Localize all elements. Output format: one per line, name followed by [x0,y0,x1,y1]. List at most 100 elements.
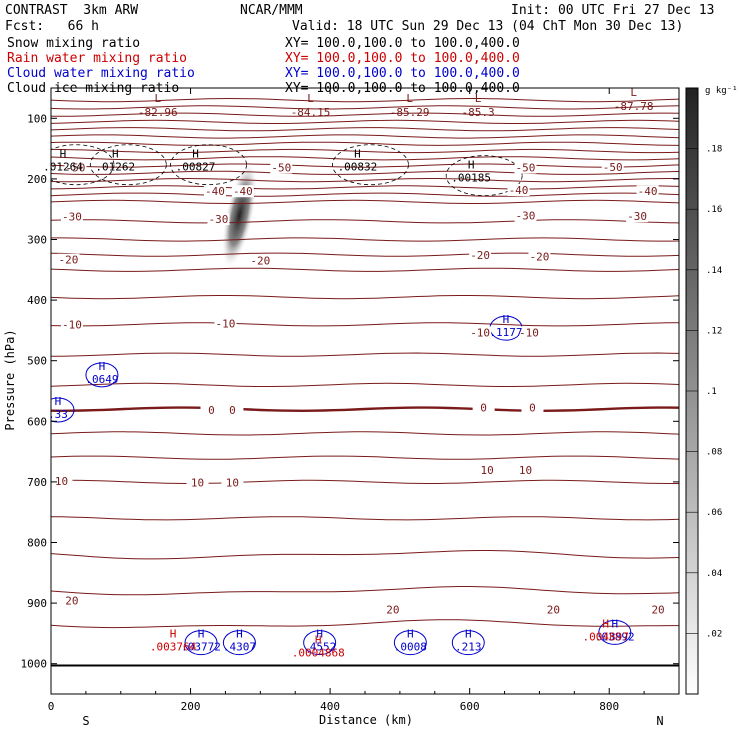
isotherm-label-bg [221,403,244,416]
isotherm-label-bg [221,476,244,489]
cloud-water-max-value: .1177 [489,326,522,339]
low-value: -85.3 [461,106,494,119]
freezing-isotherm [51,406,679,413]
isotherm-label-bg [270,161,293,174]
cloud-water-max-value: .0008 [394,641,427,654]
init-time: Init: 00 UTC Fri 27 Dec 13 [511,3,715,18]
isotherm-label-bg [528,250,551,263]
low-marker: L [475,92,482,105]
isotherm-label: 0 [480,402,487,415]
cloud-water-contour [51,397,75,423]
isotherm-line [51,199,679,204]
isotherm-line [51,586,679,596]
cloud-ice-max-marker: H [60,148,67,161]
cloud-ice-max-value: .00185 [451,172,491,185]
isotherm-label: -50 [516,162,536,175]
y-tick-label: 100 [27,112,47,125]
isotherm-label: -10 [216,317,236,330]
colorbar-tick-label: .18 [706,145,722,155]
isotherm-label-bg [214,317,237,330]
isotherm-line [51,382,679,387]
field-snow-xy: XY= 100.0,100.0 to 100.0,400.0 [285,36,520,51]
isotherm-label-bg [636,185,659,198]
isotherm-label: -30 [62,211,82,224]
rain-max-value: .0004868 [292,647,345,660]
isotherm-label: -10 [470,326,490,339]
cloud-ice-contour [51,144,115,186]
isotherm-label-bg [50,474,73,487]
y-tick-label: 700 [27,476,47,489]
isotherm-line [51,112,679,117]
isotherm-label-bg [381,603,404,616]
colorbar-tick-label: .16 [706,205,722,215]
model-title: CONTRAST 3km ARW [5,3,139,18]
isotherm-label: -20 [250,254,270,267]
cloud-water-contour [451,630,485,656]
low-value: -84.15 [291,106,331,119]
isotherm-line [51,170,679,175]
axes-group: 0 200 400 600 800100200300400500600700800900… [21,88,680,713]
isotherm-label: 0 [229,404,236,417]
low-marker: L [307,92,314,105]
isotherm-label-bg [507,184,530,197]
isotherm-label: -10 [519,326,539,339]
cloud-water-max-value: .03772 [181,641,221,654]
y-tick-label: 200 [27,173,47,186]
isotherm-line [51,141,679,146]
cloud-water-contour [85,362,119,388]
cloud-water-max-value: .0649 [85,373,118,386]
y-tick-label: 500 [27,355,47,368]
cloud-water-max-marker: H [99,360,106,373]
isotherm-label: -30 [627,210,647,223]
cloud-water-contour [184,630,218,656]
isotherm-lines-group [51,97,679,629]
isotherm-label-bg [514,161,537,174]
isotherm-label: 20 [386,603,399,616]
cloud-water-contour [598,619,632,645]
cloud-water-contour [393,630,427,656]
field-cloudwater-label: Cloud water mixing ratio [7,66,195,81]
cloud-water-max-marker: H [316,628,323,641]
x-tick-label: 200 [181,700,201,713]
cloud-water-max-value: .213 [455,641,482,654]
isotherm-label: -40 [205,185,225,198]
cloud-water-max-value: .33 [48,408,68,421]
isotherm-line [51,156,679,161]
x-tick-label: 0 [48,700,55,713]
isotherm-label-bg [64,161,87,174]
isotherm-line [51,177,679,183]
isotherm-label-bg [647,603,670,616]
isotherm-line [51,352,679,357]
cloud-water-max-value: .4552 [303,641,336,654]
isotherm-label: -30 [209,213,229,226]
isotherm-label: 10 [480,464,493,477]
contour-labels-group: -50 -50 -50 -50 -40 -40 -40 -40 -30 -30 -30 -30 -20 -… [43,86,670,660]
isotherm-label-bg [249,254,272,267]
isotherm-line [51,148,679,154]
isotherm-label-bg [186,476,209,489]
cloud-ice-max-marker: H [354,148,361,161]
low-marker: L [630,86,637,99]
isotherm-line [51,192,679,197]
cloud-water-max-marker: H [55,395,62,408]
y-tick-label: 800 [27,537,47,550]
isotherm-label: -30 [516,209,536,222]
valid-time: Valid: 18 UTC Sun 29 Dec 13 (04 ChT Mon … [292,19,684,34]
cloud-water-max-value: .03892 [595,630,635,643]
low-value: -85.29 [390,106,430,119]
low-marker: L [154,92,161,105]
cloud-water-max-marker: H [503,313,510,326]
isotherm-line [51,97,679,103]
isotherm-label-bg [601,160,624,173]
isotherm-label: -50 [65,162,85,175]
isotherm-line [51,163,679,168]
isotherm-label: -40 [509,184,529,197]
isotherm-label-bg [514,209,537,222]
isotherm-label: 0 [208,404,215,417]
isotherm-line [51,267,679,272]
isotherm-label: 10 [55,475,68,488]
isotherm-line [51,119,679,124]
y-tick-label: 300 [27,234,47,247]
isotherm-label: 10 [519,464,532,477]
cloud-ice-max-value: .01262 [95,161,135,174]
